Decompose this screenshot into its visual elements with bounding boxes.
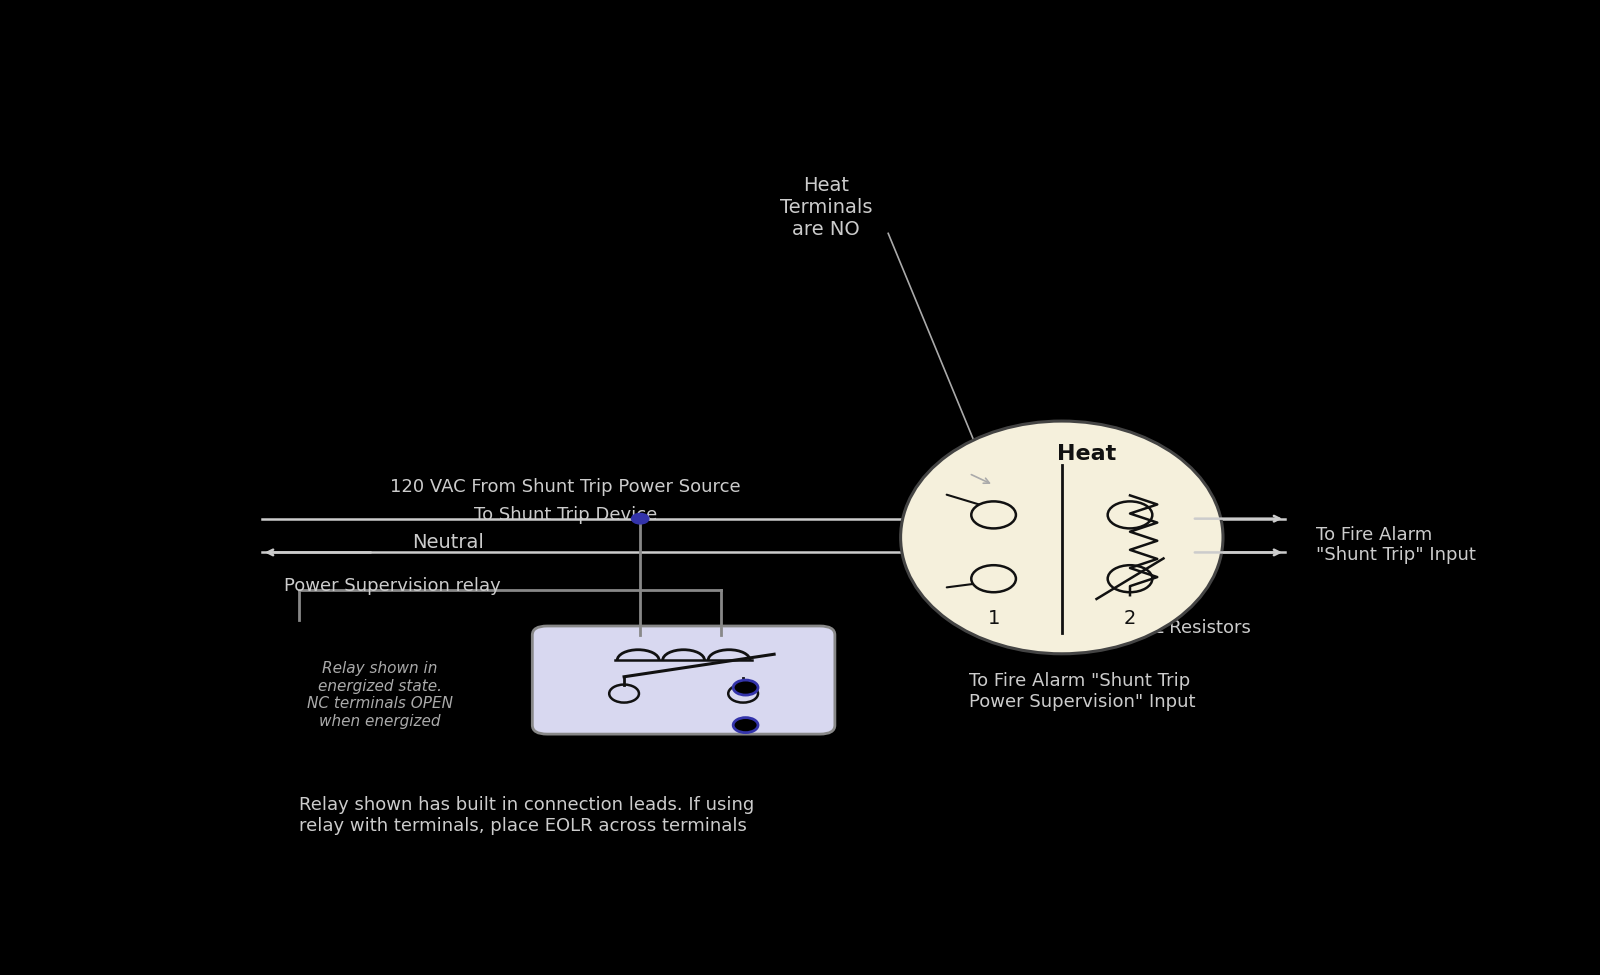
Circle shape [971,501,1016,528]
Circle shape [971,566,1016,592]
Text: 1: 1 [987,609,1000,628]
Circle shape [733,681,758,695]
Ellipse shape [901,421,1222,654]
Text: To Fire Alarm
"Shunt Trip" Input: To Fire Alarm "Shunt Trip" Input [1315,526,1475,565]
Text: Heat: Heat [1058,444,1117,464]
Text: Relay shown has built in connection leads. If using
relay with terminals, place : Relay shown has built in connection lead… [299,796,755,835]
Text: Relay shown in
energized state.
NC terminals OPEN
when energized: Relay shown in energized state. NC termi… [307,661,453,728]
Text: 120 VAC From Shunt Trip Power Source: 120 VAC From Shunt Trip Power Source [390,478,741,496]
Text: Neutral: Neutral [413,533,483,553]
Circle shape [632,514,650,524]
Text: Heat
Terminals
are NO: Heat Terminals are NO [779,176,872,239]
Text: To Shunt Trip Device: To Shunt Trip Device [474,506,658,524]
Text: Power Supervision relay: Power Supervision relay [283,577,501,595]
FancyBboxPatch shape [533,626,835,734]
Circle shape [610,684,638,703]
Circle shape [728,684,758,703]
Circle shape [1107,501,1152,528]
Text: 2: 2 [1123,609,1136,628]
Circle shape [733,718,758,732]
Circle shape [1107,566,1152,592]
Text: Fire Alarm EOL Resistors: Fire Alarm EOL Resistors [1030,618,1251,637]
Text: To Fire Alarm "Shunt Trip
Power Supervision" Input: To Fire Alarm "Shunt Trip Power Supervis… [970,672,1195,711]
